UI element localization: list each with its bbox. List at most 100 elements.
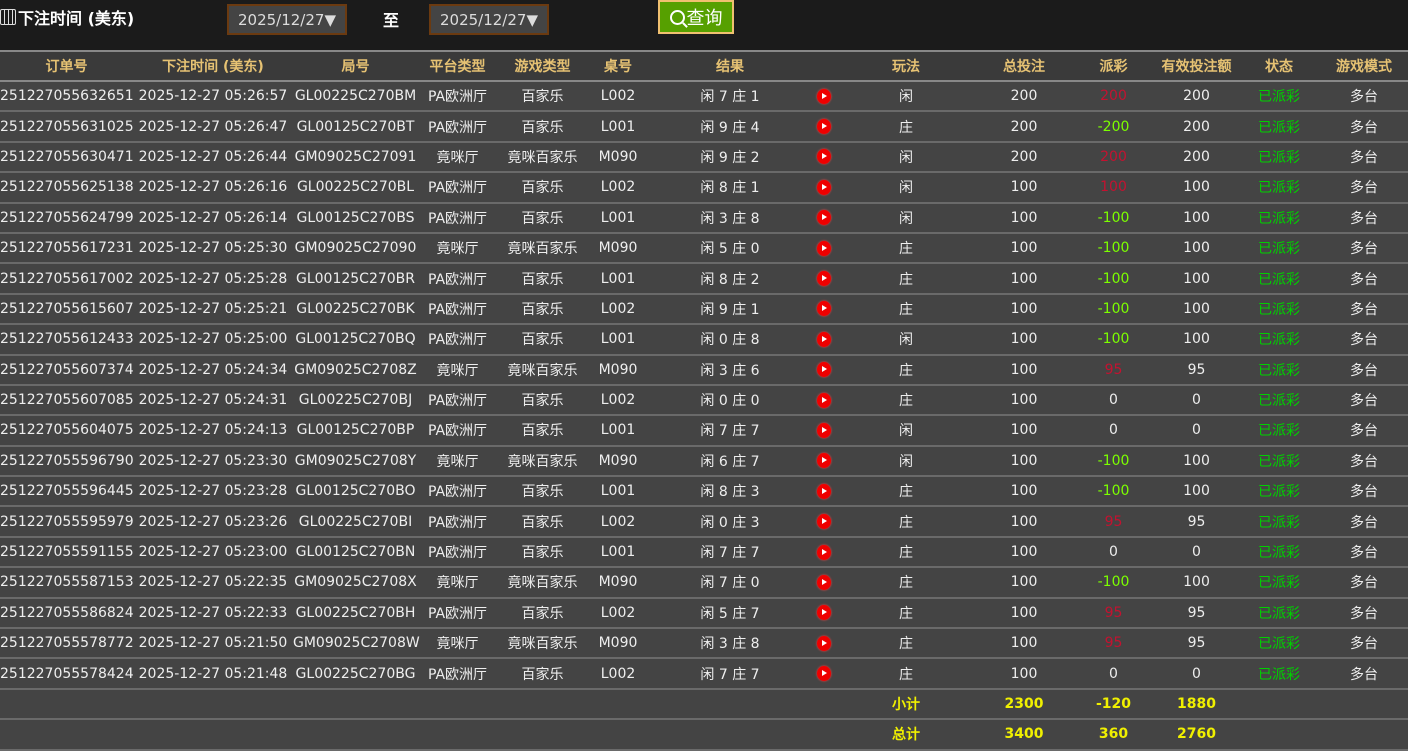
payout-cell: -100 (1072, 202, 1155, 234)
subtotal-payout: -120 (1072, 688, 1155, 721)
platform-type-cell: PA欧洲厅 (418, 263, 497, 295)
total-bet-cell: 100 (976, 597, 1072, 630)
status-cell: 已派彩 (1238, 141, 1320, 174)
game-type-cell: 百家乐 (497, 293, 588, 326)
table-id-cell: M090 (588, 445, 648, 478)
table-id-cell: L001 (588, 263, 648, 295)
end-date-select[interactable]: 2025/12/27 ▼ (429, 4, 549, 35)
play-video-icon[interactable] (817, 240, 831, 256)
replay-cell (812, 263, 836, 295)
play-video-icon[interactable] (817, 483, 831, 499)
date-filter-label: 下注时间 (美东) (0, 5, 134, 29)
empty-cell (1238, 719, 1320, 751)
payout-cell: 95 (1072, 597, 1155, 630)
total-valid-bet: 2760 (1155, 719, 1238, 751)
bet-time-cell: 2025-12-27 05:25:30 (133, 232, 293, 265)
start-date-select[interactable]: 2025/12/27 ▼ (227, 4, 347, 35)
valid-bet-cell: 95 (1155, 506, 1238, 538)
platform-type-cell: 竟咪厅 (418, 445, 497, 478)
game-mode-cell: 多台 (1320, 172, 1408, 204)
play-video-icon[interactable] (817, 149, 831, 165)
valid-bet-cell: 95 (1155, 354, 1238, 386)
play-video-icon[interactable] (817, 422, 831, 438)
bet-type-cell: 闲 (836, 81, 976, 113)
play-video-icon[interactable] (817, 574, 831, 590)
empty-cell (418, 688, 497, 721)
platform-type-cell: 竟咪厅 (418, 567, 497, 599)
bet-time-cell: 2025-12-27 05:22:33 (133, 597, 293, 630)
round-id-cell: GL00125C270BQ (293, 324, 418, 356)
play-video-icon[interactable] (817, 362, 831, 378)
bet-time-cell: 2025-12-27 05:26:14 (133, 202, 293, 234)
bet-time-cell: 2025-12-27 05:21:50 (133, 628, 293, 660)
status-cell: 已派彩 (1238, 232, 1320, 265)
replay-cell (812, 415, 836, 447)
valid-bet-cell: 200 (1155, 111, 1238, 143)
play-video-icon[interactable] (817, 514, 831, 530)
play-video-icon[interactable] (817, 331, 831, 347)
play-video-icon[interactable] (817, 635, 831, 651)
game-mode-cell: 多台 (1320, 445, 1408, 478)
column-header: 总投注 (976, 50, 1072, 82)
bet-time-cell: 2025-12-27 05:25:00 (133, 324, 293, 356)
empty-cell (497, 688, 588, 721)
table-row: 251227055578424 2025-12-27 05:21:48 GL0022… (0, 658, 1408, 690)
status-cell: 已派彩 (1238, 415, 1320, 447)
table-id-cell: L001 (588, 536, 648, 569)
replay-cell (812, 597, 836, 630)
valid-bet-cell: 200 (1155, 81, 1238, 113)
platform-type-cell: PA欧洲厅 (418, 202, 497, 234)
game-type-cell: 百家乐 (497, 658, 588, 690)
round-id-cell: GM09025C2708Y (293, 445, 418, 478)
bet-time-cell: 2025-12-27 05:26:44 (133, 141, 293, 174)
bet-type-cell: 庄 (836, 293, 976, 326)
play-video-icon[interactable] (817, 666, 831, 682)
game-type-cell: 百家乐 (497, 172, 588, 204)
bet-type-cell: 闲 (836, 141, 976, 174)
platform-type-cell: 竟咪厅 (418, 141, 497, 174)
play-video-icon[interactable] (817, 119, 831, 135)
replay-cell (812, 658, 836, 690)
table-row: 251227055604075 2025-12-27 05:24:13 GL0012… (0, 415, 1408, 447)
play-video-icon[interactable] (817, 392, 831, 408)
column-header: 游戏类型 (497, 50, 588, 82)
result-cell: 闲 7 庄 7 (648, 536, 812, 569)
order-id-cell: 251227055578424 (0, 658, 134, 690)
dropdown-arrow-icon: ▼ (324, 10, 336, 29)
play-video-icon[interactable] (817, 605, 831, 621)
round-id-cell: GL00125C270BP (293, 415, 418, 447)
empty-cell (133, 719, 293, 751)
play-video-icon[interactable] (817, 301, 831, 317)
play-video-icon[interactable] (817, 88, 831, 104)
order-id-cell: 251227055586824 (0, 597, 134, 630)
play-video-icon[interactable] (817, 544, 831, 560)
play-video-icon[interactable] (817, 271, 831, 287)
empty-cell (648, 688, 812, 721)
result-cell: 闲 7 庄 7 (648, 415, 812, 447)
bet-time-cell: 2025-12-27 05:23:26 (133, 506, 293, 538)
payout-cell: -100 (1072, 445, 1155, 478)
platform-type-cell: PA欧洲厅 (418, 111, 497, 143)
subtotal-label: 小计 (836, 688, 976, 721)
play-video-icon[interactable] (817, 179, 831, 195)
order-id-cell: 251227055607085 (0, 384, 134, 417)
table-id-cell: L001 (588, 202, 648, 234)
game-mode-cell: 多台 (1320, 658, 1408, 690)
result-cell: 闲 8 庄 2 (648, 263, 812, 295)
total-bet-cell: 100 (976, 293, 1072, 326)
result-cell: 闲 7 庄 7 (648, 658, 812, 690)
game-type-cell: 百家乐 (497, 506, 588, 538)
play-video-icon[interactable] (817, 453, 831, 469)
status-cell: 已派彩 (1238, 111, 1320, 143)
play-video-icon[interactable] (817, 210, 831, 226)
status-cell: 已派彩 (1238, 506, 1320, 538)
column-header: 状态 (1238, 50, 1320, 82)
empty-cell (497, 719, 588, 751)
round-id-cell: GL00125C270BS (293, 202, 418, 234)
total-bet-cell: 100 (976, 354, 1072, 386)
dropdown-arrow-icon: ▼ (526, 10, 538, 29)
empty-cell (293, 688, 418, 721)
order-id-cell: 251227055587153 (0, 567, 134, 599)
payout-cell: -200 (1072, 111, 1155, 143)
query-button[interactable]: 查询 (658, 0, 734, 34)
